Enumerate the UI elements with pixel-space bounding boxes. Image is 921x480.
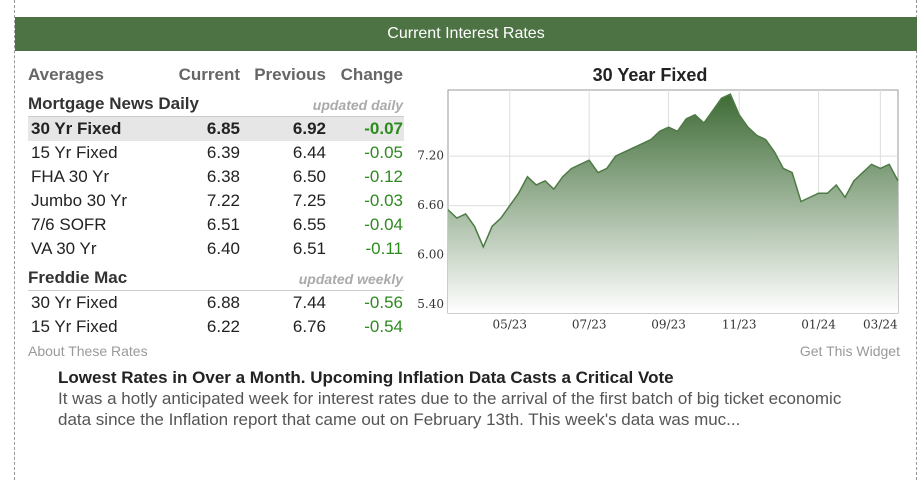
rate-value: 7.25 <box>292 191 326 210</box>
rate-name[interactable]: 30 Yr Fixed <box>31 293 118 312</box>
separator <box>28 116 404 117</box>
rate-value: 6.55 <box>292 215 326 234</box>
separator <box>28 290 404 291</box>
column-header: Change <box>340 65 403 84</box>
column-header: Current <box>178 65 240 84</box>
rate-value: -0.54 <box>364 317 403 336</box>
y-tick-label: 5.40 <box>417 297 444 311</box>
line <box>447 93 899 249</box>
rate-value: -0.05 <box>364 143 403 162</box>
about-link[interactable]: About These Rates <box>28 343 148 359</box>
rate-value: -0.04 <box>364 215 403 234</box>
rate-value: 6.50 <box>292 167 326 186</box>
rate-value: -0.07 <box>364 119 403 138</box>
x-tick-label: 05/23 <box>492 318 527 332</box>
rate-name[interactable]: 7/6 SOFR <box>31 215 107 234</box>
x-tick-label: 09/23 <box>651 318 686 332</box>
article-text: It was a hotly anticipated week for inte… <box>58 389 842 429</box>
rate-value: 6.76 <box>292 317 326 336</box>
rate-value: -0.11 <box>365 239 404 258</box>
rate-value: 7.44 <box>292 293 326 312</box>
section-note: updated weekly <box>298 271 403 287</box>
rate-name[interactable]: FHA 30 Yr <box>31 167 110 186</box>
x-tick-label: 07/23 <box>572 318 607 332</box>
rate-value: 6.40 <box>206 239 240 258</box>
rate-value: 6.88 <box>206 293 240 312</box>
article-title[interactable]: Lowest Rates in Over a Month. Upcoming I… <box>58 368 674 387</box>
rate-name[interactable]: Jumbo 30 Yr <box>31 191 128 210</box>
rate-value: -0.56 <box>364 293 403 312</box>
x-tick-label: 11/23 <box>722 318 757 332</box>
row-highlight <box>28 117 404 141</box>
widget-link[interactable]: Get This Widget <box>799 343 900 359</box>
rate-value: -0.03 <box>364 191 403 210</box>
widget-frame <box>14 0 917 480</box>
rate-value: 6.92 <box>292 119 326 138</box>
section-name: Freddie Mac <box>28 268 128 287</box>
rate-name[interactable]: VA 30 Yr <box>31 239 97 258</box>
chart: 30 Year Fixed 5.40 6.00 6.60 7.20 05/23 07/23… <box>417 65 899 332</box>
rate-value: 6.38 <box>206 167 240 186</box>
rate-value: 6.85 <box>206 119 240 138</box>
column-header: Averages <box>28 65 104 84</box>
section-note: updated daily <box>312 97 403 113</box>
chart-title: 30 Year Fixed <box>593 65 708 85</box>
section-name: Mortgage News Daily <box>28 94 199 113</box>
rate-value: 6.51 <box>292 239 326 258</box>
rate-value: 7.22 <box>206 191 240 210</box>
column-header: Previous <box>254 65 326 84</box>
rate-name[interactable]: 15 Yr Fixed <box>31 143 118 162</box>
rate-value: 6.44 <box>292 143 326 162</box>
rate-value: 6.22 <box>206 317 240 336</box>
rate-value: -0.12 <box>364 167 403 186</box>
area <box>448 94 898 313</box>
rate-value: 6.39 <box>206 143 240 162</box>
header-title: Current Interest Rates <box>15 17 917 51</box>
rate-value: 6.51 <box>206 215 240 234</box>
rate-name[interactable]: 15 Yr Fixed <box>31 317 118 336</box>
x-tick-label: 03/24 <box>863 318 898 332</box>
x-tick-label: 01/24 <box>801 318 836 332</box>
y-tick-label: 7.20 <box>417 149 444 163</box>
y-tick-label: 6.00 <box>417 248 444 262</box>
y-tick-label: 6.60 <box>417 198 444 212</box>
rate-name[interactable]: 30 Yr Fixed <box>31 119 122 138</box>
